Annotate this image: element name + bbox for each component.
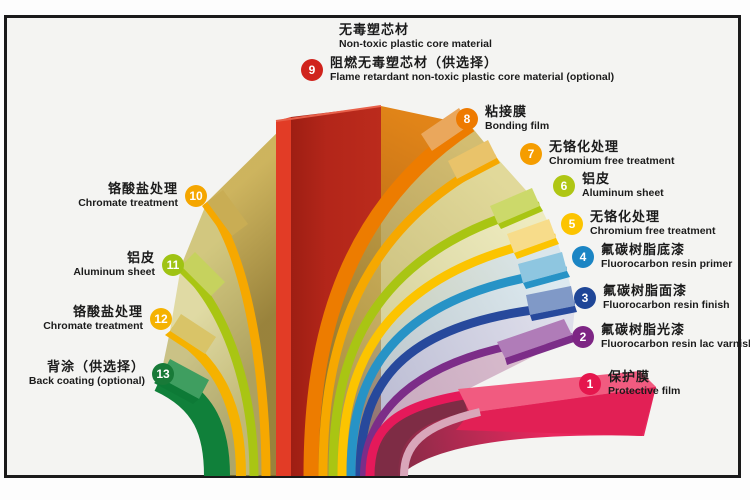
label-core: 无毒塑芯材 Non-toxic plastic core material	[339, 22, 492, 51]
layer-3-badge: 3	[574, 286, 596, 309]
layer-7-en: Chromium free treatment	[549, 155, 675, 167]
label-layer-3: 3 氟碳树脂面漆 Fluorocarbon resin finish	[574, 283, 730, 312]
layer-8-text: 粘接膜 Bonding film	[485, 104, 549, 133]
layer-3-text: 氟碳树脂面漆 Fluorocarbon resin finish	[603, 283, 730, 312]
layer-8-zh: 粘接膜	[485, 104, 528, 119]
layer-2-en: Fluorocarbon resin lac varnish	[601, 338, 750, 350]
layer-3-en: Fluorocarbon resin finish	[603, 299, 730, 311]
layer-10-badge: 10	[185, 184, 207, 207]
layer-13-text: 背涂（供选择） Back coating (optional)	[29, 359, 145, 388]
layer-11-badge: 11	[162, 253, 184, 276]
label-layer-1: 1 保护膜 Protective film	[579, 369, 680, 398]
layer-9-en: Flame retardant non-toxic plastic core m…	[330, 71, 615, 83]
layer-12-zh: 铬酸盐处理	[72, 304, 143, 319]
label-layer-11: 铝皮 Aluminum sheet 11	[73, 250, 184, 279]
layer-13-badge: 13	[152, 362, 174, 385]
layer-11-zh: 铝皮	[126, 250, 155, 265]
layer-9-zh: 阻燃无毒塑芯材（供选择）	[330, 55, 499, 70]
layer-2-text: 氟碳树脂光漆 Fluorocarbon resin lac varnish	[601, 322, 750, 351]
layer-11-en: Aluminum sheet	[73, 266, 155, 278]
layer-12-text: 铬酸盐处理 Chromate treatment	[43, 304, 143, 333]
label-layer-13: 背涂（供选择） Back coating (optional) 13	[29, 359, 174, 388]
layer-1-en: Protective film	[608, 385, 681, 397]
layer-10-en: Chromate treatment	[78, 197, 178, 209]
layer-8-en: Bonding film	[485, 120, 550, 132]
layer-10-zh: 铬酸盐处理	[107, 181, 178, 196]
core-zh: 无毒塑芯材	[339, 22, 410, 37]
label-layer-9: 9 阻燃无毒塑芯材（供选择） Flame retardant non-toxic…	[301, 55, 614, 84]
label-layer-10: 铬酸盐处理 Chromate treatment 10	[78, 181, 207, 210]
label-layer-4: 4 氟碳树脂底漆 Fluorocarbon resin primer	[572, 242, 732, 271]
layer-5-zh: 无铬化处理	[590, 209, 661, 224]
layer-6-en: Aluminum sheet	[582, 187, 664, 199]
core-en: Non-toxic plastic core material	[339, 38, 492, 50]
label-layer-6: 6 铝皮 Aluminum sheet	[553, 171, 664, 200]
layer-5-en: Chromium free treatment	[590, 225, 716, 237]
layer-12-en: Chromate treatment	[43, 320, 143, 332]
label-layer-2: 2 氟碳树脂光漆 Fluorocarbon resin lac varnish	[572, 322, 750, 351]
layer-7-badge: 7	[520, 142, 542, 165]
layer-1-text: 保护膜 Protective film	[608, 369, 680, 398]
layer-2-zh: 氟碳树脂光漆	[601, 322, 686, 337]
layer-4-badge: 4	[572, 245, 594, 268]
layer-1-badge: 1	[579, 372, 601, 395]
layer-8-badge: 8	[456, 107, 478, 130]
layer-9-text: 阻燃无毒塑芯材（供选择） Flame retardant non-toxic p…	[330, 55, 614, 84]
layer-1-zh: 保护膜	[608, 369, 651, 384]
layer-2-badge: 2	[572, 325, 594, 348]
layer-4-en: Fluorocarbon resin primer	[601, 258, 733, 270]
layer-13-en: Back coating (optional)	[28, 375, 145, 387]
layer-6-zh: 铝皮	[582, 171, 611, 186]
label-layer-12: 铬酸盐处理 Chromate treatment 12	[43, 304, 172, 333]
layer-6-badge: 6	[553, 174, 575, 197]
layer-7-text: 无铬化处理 Chromium free treatment	[549, 139, 674, 168]
layer-4-zh: 氟碳树脂底漆	[601, 242, 686, 257]
layer-12-badge: 12	[150, 307, 172, 330]
layer-3-zh: 氟碳树脂面漆	[603, 283, 688, 298]
layer-5-badge: 5	[561, 212, 583, 235]
label-layer-8: 8 粘接膜 Bonding film	[456, 104, 549, 133]
layer-7-zh: 无铬化处理	[549, 139, 620, 154]
label-layer-5: 5 无铬化处理 Chromium free treatment	[561, 209, 715, 238]
layer-9-badge: 9	[301, 58, 323, 81]
layer-11-text: 铝皮 Aluminum sheet	[73, 250, 155, 279]
layer-10-text: 铬酸盐处理 Chromate treatment	[78, 181, 178, 210]
layer-6-text: 铝皮 Aluminum sheet	[582, 171, 664, 200]
layer-4-text: 氟碳树脂底漆 Fluorocarbon resin primer	[601, 242, 732, 271]
layer-5-text: 无铬化处理 Chromium free treatment	[590, 209, 715, 238]
layer-13-zh: 背涂（供选择）	[46, 359, 145, 374]
label-layer-7: 7 无铬化处理 Chromium free treatment	[520, 139, 674, 168]
